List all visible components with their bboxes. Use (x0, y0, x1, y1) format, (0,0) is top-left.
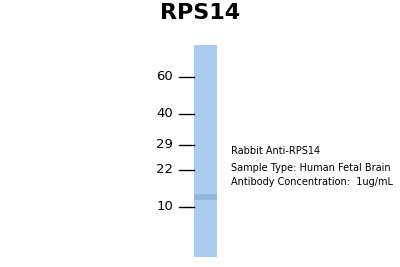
Text: 60: 60 (156, 70, 173, 83)
Text: Sample Type: Human Fetal Brain: Sample Type: Human Fetal Brain (231, 163, 390, 172)
Text: 40: 40 (156, 107, 173, 120)
Text: RPS14: RPS14 (160, 3, 240, 23)
Text: Rabbit Anti-RPS14: Rabbit Anti-RPS14 (231, 146, 320, 156)
FancyBboxPatch shape (194, 194, 217, 200)
Text: 29: 29 (156, 138, 173, 151)
Text: 22: 22 (156, 163, 173, 176)
FancyBboxPatch shape (194, 45, 217, 257)
Text: Antibody Concentration:  1ug/mL: Antibody Concentration: 1ug/mL (231, 178, 393, 187)
Text: 10: 10 (156, 200, 173, 213)
